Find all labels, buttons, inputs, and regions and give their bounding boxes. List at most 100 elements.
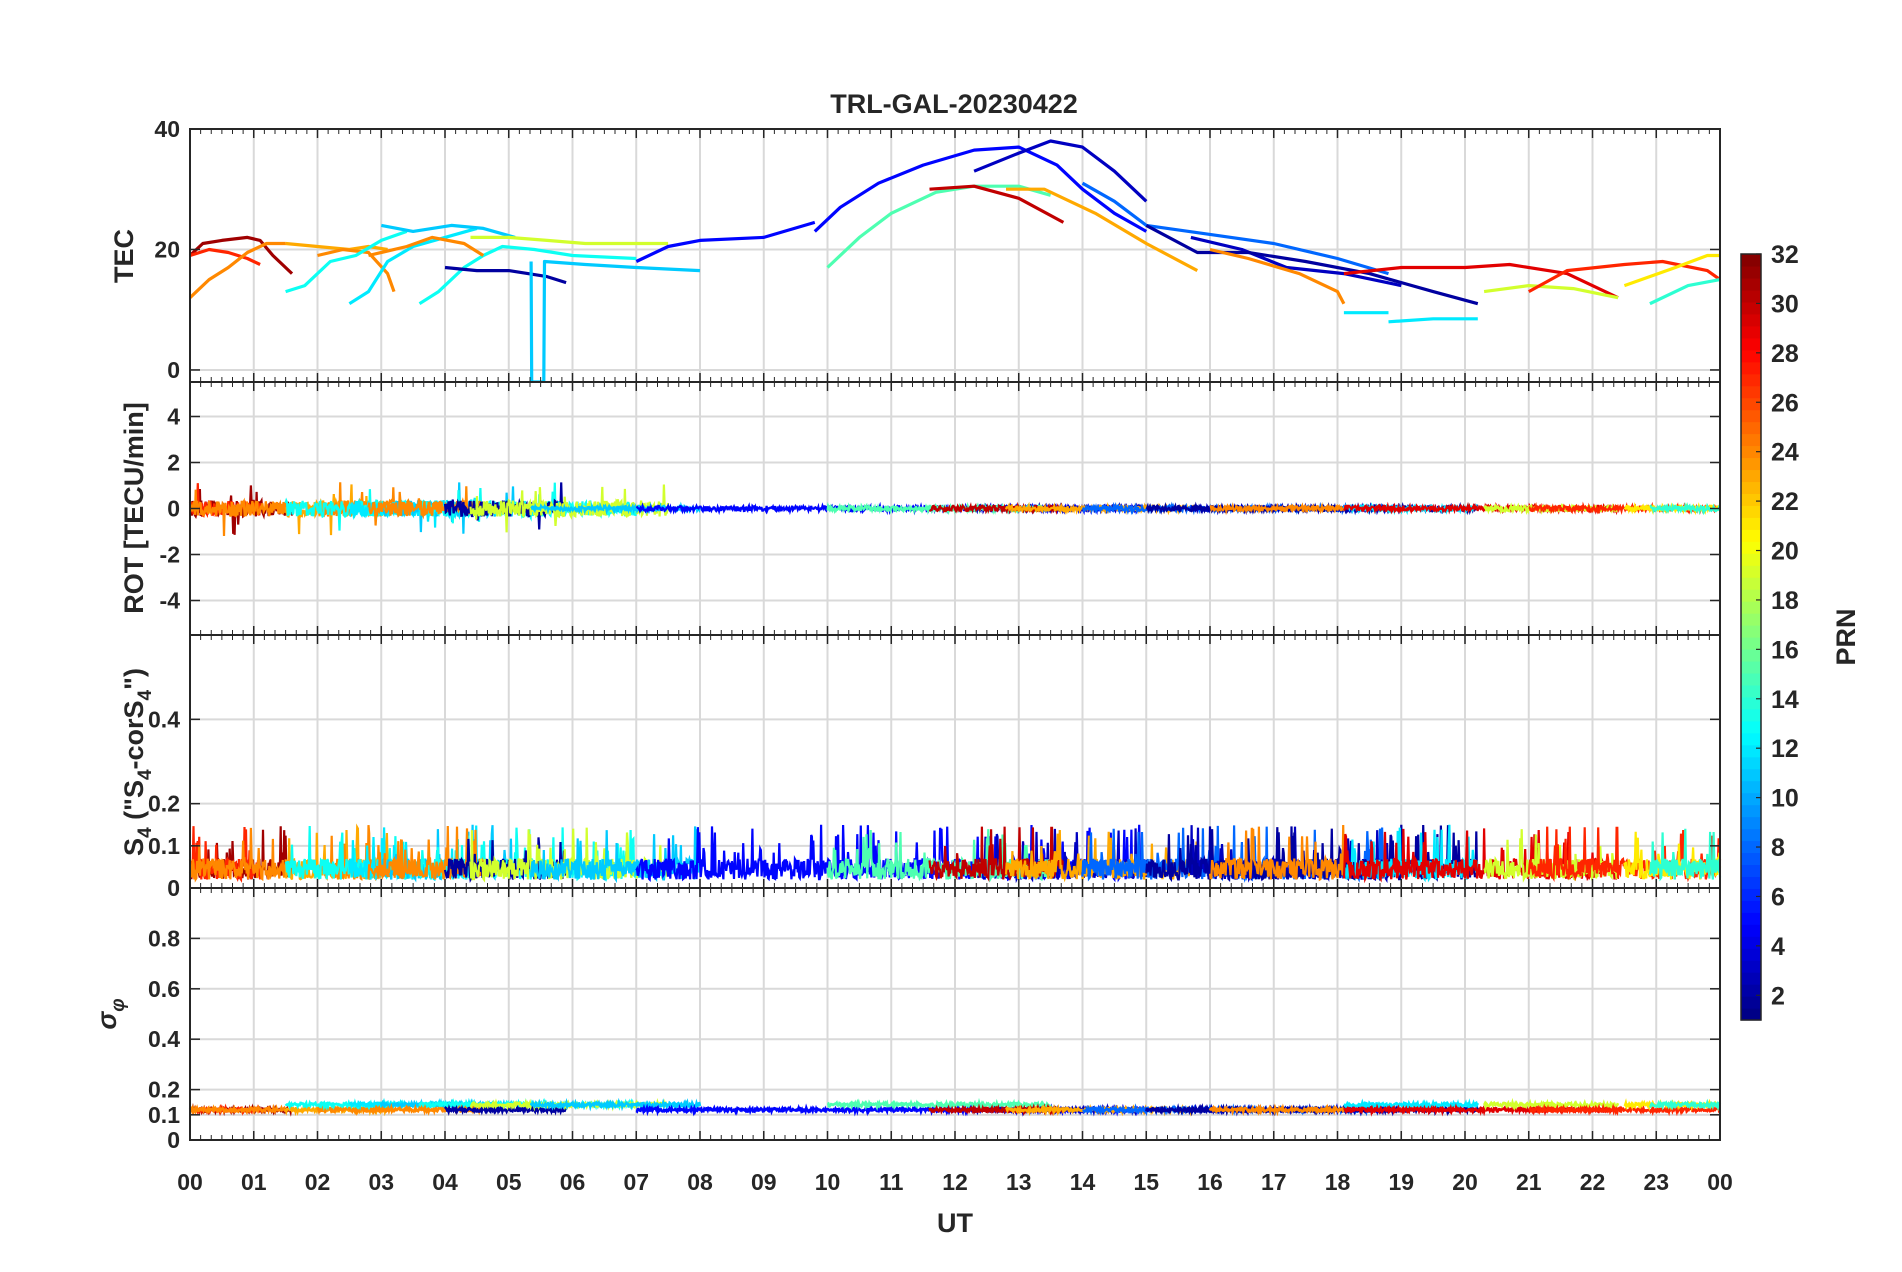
sigphi-series-prn-12 bbox=[1343, 1098, 1390, 1112]
panel-rot-ylabel: ROT [TECU/min] bbox=[119, 402, 149, 613]
tec-series-prn-8 bbox=[1081, 181, 1389, 276]
colorbar-band bbox=[1741, 924, 1761, 937]
x-tick-label: 00 bbox=[177, 1169, 203, 1195]
tec-series-prn-3 bbox=[973, 139, 1148, 203]
x-tick-label: 05 bbox=[496, 1169, 522, 1195]
y-tick-label: 0 bbox=[167, 875, 180, 901]
colorbar-tick-label: 22 bbox=[1771, 488, 1799, 516]
tec-series-prn-31 bbox=[188, 235, 294, 275]
colorbar-band bbox=[1741, 804, 1761, 818]
colorbar-band bbox=[1741, 1008, 1761, 1021]
panel-rot-series bbox=[188, 482, 1721, 537]
sigphi-series-prn-27 bbox=[1527, 1103, 1721, 1117]
sigphi-series-prn-19 bbox=[1482, 1097, 1620, 1112]
colorbar-band bbox=[1741, 349, 1761, 363]
rot-series-prn-24 bbox=[1209, 502, 1345, 516]
colorbar-tick-label: 20 bbox=[1771, 538, 1799, 566]
tec-series-prn-30 bbox=[929, 184, 1065, 224]
colorbar-band bbox=[1741, 337, 1761, 351]
colorbar-band bbox=[1741, 780, 1761, 794]
colorbar-band bbox=[1741, 660, 1761, 674]
s4-series-prn-24 bbox=[188, 827, 287, 883]
panel-sigphi-series bbox=[188, 1097, 1722, 1117]
x-tick-label: 15 bbox=[1133, 1169, 1159, 1195]
x-tick-label: 04 bbox=[432, 1169, 458, 1195]
colorbar-band bbox=[1741, 529, 1761, 542]
tec-series-prn-5 bbox=[813, 145, 1148, 233]
colorbar-band bbox=[1741, 900, 1761, 913]
x-tick-label: 16 bbox=[1197, 1169, 1223, 1195]
x-tick-label: 11 bbox=[879, 1169, 904, 1195]
x-tick-label: 21 bbox=[1516, 1169, 1542, 1195]
colorbar-band bbox=[1741, 301, 1761, 315]
colorbar-band bbox=[1741, 720, 1761, 734]
colorbar-band bbox=[1741, 397, 1761, 411]
colorbar-band bbox=[1741, 876, 1761, 889]
colorbar-band bbox=[1741, 672, 1761, 686]
tec-series-prn-27 bbox=[189, 247, 261, 266]
colorbar-band bbox=[1741, 313, 1761, 327]
x-tick-label: 07 bbox=[623, 1169, 649, 1195]
tec-series-prn-3 bbox=[1190, 235, 1402, 288]
tec-series-prn-27 bbox=[1528, 259, 1721, 294]
colorbar-band bbox=[1741, 852, 1761, 866]
colorbar-tick-label: 32 bbox=[1771, 241, 1799, 269]
s4-series-prn-24 bbox=[1208, 824, 1345, 882]
tec-series-prn-24 bbox=[1209, 247, 1346, 305]
colorbar-band bbox=[1741, 816, 1761, 830]
panel-tec-series bbox=[188, 139, 1721, 384]
colorbar-tick-label: 4 bbox=[1771, 933, 1785, 961]
colorbar-band bbox=[1741, 744, 1761, 758]
colorbar-band bbox=[1741, 948, 1761, 961]
colorbar-band bbox=[1741, 553, 1761, 566]
x-axis-label: UT bbox=[937, 1208, 973, 1238]
colorbar-band bbox=[1741, 517, 1761, 530]
x-tick-label: 08 bbox=[687, 1169, 713, 1195]
colorbar-band bbox=[1741, 433, 1761, 447]
x-tick-label: 10 bbox=[815, 1169, 841, 1195]
colorbar-band bbox=[1741, 792, 1761, 806]
sigphi-series-prn-12 bbox=[1387, 1098, 1479, 1112]
colorbar-band bbox=[1741, 325, 1761, 339]
panel-s4-series bbox=[188, 823, 1722, 884]
panel-rot: -4 -2 0 2 4 ROT [TECU/min] bbox=[119, 381, 1721, 636]
panel-tec-ylabel: TEC bbox=[109, 229, 139, 283]
x-tick-label: 12 bbox=[942, 1169, 968, 1195]
s4-series-prn-5 bbox=[635, 826, 816, 883]
colorbar-band bbox=[1741, 864, 1761, 877]
panel-sigphi-grid bbox=[190, 888, 1720, 1140]
colorbar-band bbox=[1741, 577, 1761, 590]
colorbar-band bbox=[1741, 960, 1761, 973]
y-tick-label: 0 bbox=[167, 357, 180, 383]
sigphi-series-prn-5 bbox=[635, 1103, 816, 1117]
tec-series-prn-24 bbox=[188, 241, 286, 299]
x-tick-label: 20 bbox=[1452, 1169, 1478, 1195]
sigphi-series-prn-24 bbox=[188, 1103, 287, 1116]
y-tick-label: 2 bbox=[167, 450, 180, 476]
colorbar-band bbox=[1741, 541, 1761, 554]
panel-sigphi: 00.10.2 0.4 0.6 0.8 σφ bbox=[92, 887, 1722, 1153]
x-tick-label: 18 bbox=[1325, 1169, 1351, 1195]
rot-series-prn-24 bbox=[188, 489, 287, 537]
tec-series-prn-2 bbox=[1145, 223, 1479, 306]
colorbar-band bbox=[1741, 265, 1761, 279]
colorbar-band bbox=[1741, 912, 1761, 925]
x-tick-label: 17 bbox=[1261, 1169, 1287, 1195]
y-tick-label: 0 bbox=[167, 1127, 180, 1153]
y-tick-label: -4 bbox=[160, 588, 181, 614]
colorbar-tick-label: 10 bbox=[1771, 785, 1799, 813]
x-tick-label: 23 bbox=[1643, 1169, 1669, 1195]
tec-series-prn-13 bbox=[285, 229, 408, 294]
colorbar-band bbox=[1741, 589, 1761, 602]
colorbar-band bbox=[1741, 756, 1761, 770]
tec-series-prn-14 bbox=[1649, 278, 1721, 306]
tec-series-prn-21 bbox=[1623, 253, 1720, 288]
colorbar-tick-label: 6 bbox=[1771, 883, 1785, 911]
x-tick-label: 13 bbox=[1006, 1169, 1032, 1195]
y-tick-label: 40 bbox=[154, 116, 180, 142]
colorbar-band bbox=[1741, 648, 1761, 662]
x-tick-label: 14 bbox=[1070, 1169, 1096, 1195]
colorbar-band bbox=[1741, 469, 1761, 483]
